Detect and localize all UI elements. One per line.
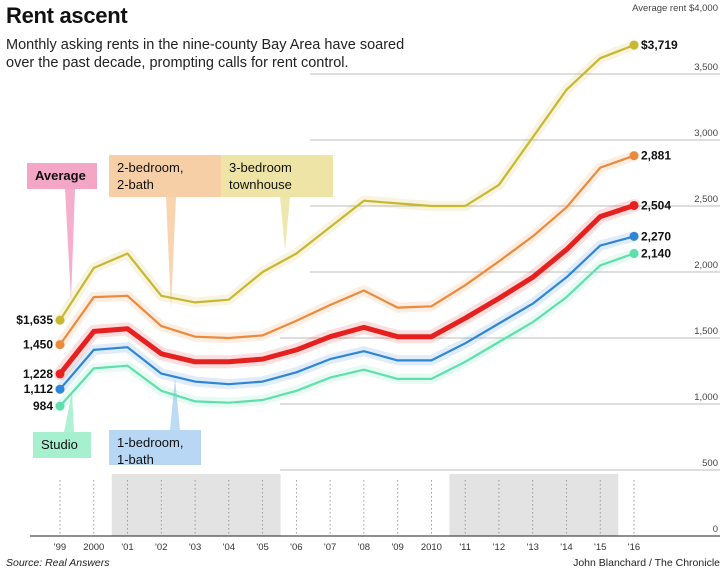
chart-title: Rent ascent	[6, 3, 128, 28]
x-tick-label-9: '08	[358, 542, 370, 553]
callout-box-average	[27, 163, 97, 189]
x-tick-label-7: '06	[290, 542, 302, 553]
callout-label-two-bed-1: 2-bath	[117, 177, 154, 192]
series-start-marker-1	[55, 340, 65, 350]
callout-pointer-two-bed	[166, 197, 176, 308]
series-line-3	[58, 235, 636, 391]
x-tick-label-13: '12	[493, 542, 505, 553]
callout-pointer-one-bed	[170, 378, 180, 430]
recession-band-0	[111, 474, 281, 536]
series-start-label-4: 984	[33, 399, 53, 413]
callout-label-three-bed-0: 3-bedroom	[229, 160, 292, 175]
y-tick-label-3: 2,000	[694, 260, 718, 271]
callout-label-two-bed-0: 2-bedroom,	[117, 160, 183, 175]
series-start-label-2: 1,228	[23, 367, 53, 381]
callout-box-two-bed	[109, 155, 221, 197]
series-start-label-3: 1,112	[24, 382, 54, 396]
series-start-marker-0	[55, 315, 65, 325]
series-line-0	[58, 43, 636, 322]
series-start-marker-2	[55, 369, 65, 379]
x-tick-label-6: '05	[256, 542, 268, 553]
x-tick-label-11: 2010	[421, 542, 442, 553]
y-tick-label-7: 0	[713, 524, 718, 535]
y-tick-label-4: 2,500	[694, 194, 718, 205]
x-tick-label-12: '11	[459, 542, 471, 553]
x-tick-label-3: '02	[155, 542, 167, 553]
x-tick-label-8: '07	[324, 542, 336, 553]
callout-box-three-bed	[221, 155, 333, 197]
callout-label-average-0: Average	[35, 168, 86, 183]
credit-note: John Blanchard / The Chronicle	[573, 557, 720, 569]
callout-label-studio-0: Studio	[41, 437, 78, 452]
x-tick-label-16: '15	[594, 542, 606, 553]
y-tick-label-6: 3,500	[694, 62, 718, 73]
series-end-marker-4	[629, 249, 639, 259]
y-tick-label-2: 1,500	[694, 326, 718, 337]
series-end-label-4: 2,140	[641, 247, 671, 261]
y-axis-title: Average rent $4,000	[632, 3, 718, 14]
series-start-label-0: $1,635	[16, 313, 53, 327]
y-tick-label-5: 3,000	[694, 128, 718, 139]
y-tick-label-1: 1,000	[694, 392, 718, 403]
callout-label-one-bed-0: 1-bedroom,	[117, 435, 183, 450]
series-end-label-3: 2,270	[641, 229, 671, 243]
series-end-label-2: 2,504	[641, 198, 671, 212]
recession-band-1	[449, 474, 619, 536]
series-line-1	[58, 154, 636, 346]
series-start-marker-3	[55, 384, 65, 394]
series-end-marker-3	[629, 231, 639, 241]
series-end-marker-2	[629, 200, 639, 210]
x-tick-label-17: '16	[628, 542, 640, 553]
callout-label-one-bed-1: 1-bath	[117, 452, 154, 467]
series-end-label-0: $3,719	[641, 38, 678, 52]
callout-pointer-three-bed	[280, 197, 290, 250]
series-end-marker-0	[629, 40, 639, 50]
callout-box-studio	[33, 432, 91, 458]
chart-subtitle: Monthly asking rents in the nine-county …	[6, 37, 405, 71]
series-end-label-1: 2,881	[641, 149, 671, 163]
series-line-2	[57, 203, 637, 377]
x-tick-label-4: '03	[189, 542, 201, 553]
series-end-marker-1	[629, 151, 639, 161]
y-tick-label-0: 500	[702, 458, 718, 469]
series-line-4	[58, 252, 636, 408]
x-tick-label-15: '14	[560, 542, 572, 553]
callout-label-three-bed-1: townhouse	[229, 177, 292, 192]
callout-box-one-bed	[109, 430, 201, 465]
callout-pointer-studio	[64, 392, 74, 432]
x-tick-label-0: '99	[54, 542, 66, 553]
source-note: Source: Real Answers	[6, 557, 110, 569]
series-start-marker-4	[55, 401, 65, 411]
series-start-label-1: 1,450	[23, 338, 53, 352]
x-tick-label-14: '13	[527, 542, 539, 553]
x-tick-label-2: '01	[121, 542, 133, 553]
x-tick-label-10: '09	[391, 542, 403, 553]
callout-pointer-average	[65, 189, 75, 300]
x-tick-label-5: '04	[223, 542, 235, 553]
x-tick-label-1: 2000	[83, 542, 104, 553]
